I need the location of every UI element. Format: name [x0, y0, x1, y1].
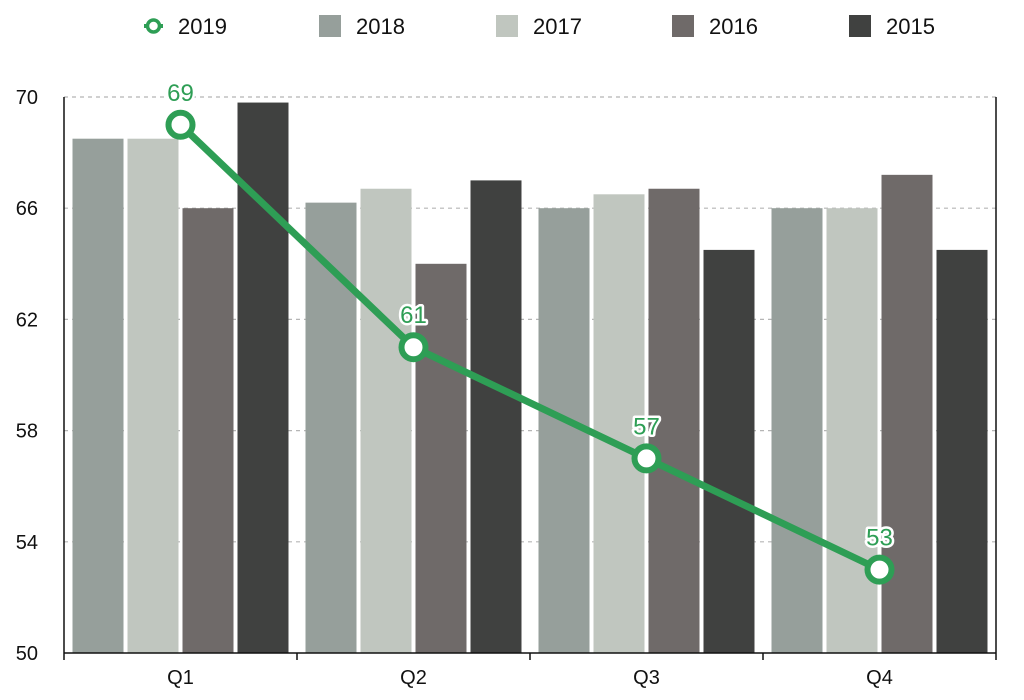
bar-2016-q4: [881, 174, 933, 653]
legend-swatch-2016: [672, 15, 694, 37]
data-label-halo: 57: [633, 413, 660, 440]
bar-2017-q3: [593, 194, 645, 654]
bar-2017-q2: [360, 188, 412, 654]
x-axis: Q1 Q2 Q3 Q4: [63, 653, 997, 689]
legend-swatch-2017: [496, 15, 518, 37]
data-label: 53: [866, 525, 893, 552]
legend-swatch-2018: [319, 15, 341, 37]
y-tick-label: 50: [16, 643, 38, 665]
legend: 2019 2018 2017 2016 2015: [144, 14, 935, 39]
x-tick-label: Q4: [866, 667, 893, 689]
bars: [72, 102, 988, 654]
bar-2015-q4: [936, 249, 988, 653]
y-tick-label: 66: [16, 198, 38, 220]
legend-label-2017: 2017: [533, 14, 582, 39]
legend-label-2018: 2018: [356, 14, 405, 39]
data-label: 69: [167, 80, 194, 107]
bar-2017-q1: [127, 138, 179, 653]
bar-2017-q4: [826, 208, 878, 653]
bar-2018-q4: [771, 208, 823, 653]
point-2019-q1: [165, 109, 196, 140]
legend-label-2016: 2016: [709, 14, 758, 39]
x-tick-label: Q2: [400, 667, 427, 689]
line-2019: [177, 121, 883, 574]
x-tick-label: Q3: [633, 667, 660, 689]
legend-swatch-2015: [849, 15, 871, 37]
line-series: [165, 109, 895, 585]
bar-2015-q2: [470, 180, 522, 653]
y-axis: 50 54 58 62 66 70: [16, 87, 38, 665]
legend-swatch-marker: [145, 18, 162, 34]
data-label-halo: 61: [400, 302, 427, 329]
point-2019-q3: [631, 443, 662, 474]
point-2019-q4: [864, 554, 895, 585]
legend-label-2015: 2015: [886, 14, 935, 39]
data-label: 61: [400, 302, 427, 329]
data-label-halo: 69: [167, 80, 194, 107]
y-tick-label: 54: [16, 532, 38, 554]
point-2019-q2: [398, 332, 429, 363]
bar-2016-q2: [415, 263, 467, 653]
legend-label-2019: 2019: [178, 14, 227, 39]
data-label: 57: [633, 413, 660, 440]
bar-2018-q2: [305, 202, 357, 653]
x-tick-label: Q1: [167, 667, 194, 689]
bar-2015-q3: [703, 249, 755, 653]
data-label-halo: 53: [866, 525, 893, 552]
bar-2015-q1: [237, 102, 289, 653]
y-tick-label: 58: [16, 421, 38, 443]
y-tick-label: 62: [16, 309, 38, 331]
y-tick-label: 70: [16, 87, 38, 109]
bar-2016-q3: [648, 188, 700, 654]
bar-2018-q1: [72, 138, 124, 653]
bar-2016-q1: [182, 208, 234, 653]
